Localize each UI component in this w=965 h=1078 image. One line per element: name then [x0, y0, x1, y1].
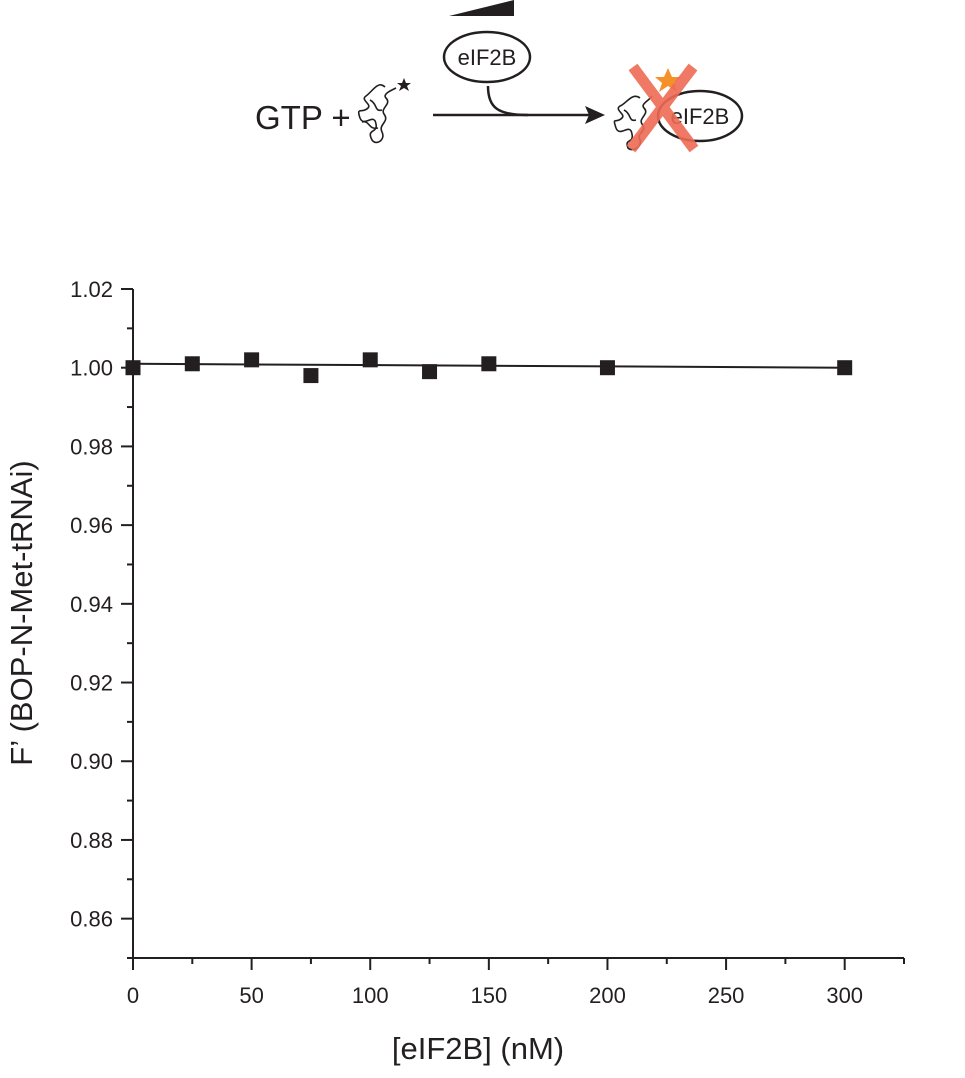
axes [132, 289, 904, 959]
y-tick-label: 0.92 [70, 671, 113, 696]
x-tick-label: 100 [352, 983, 389, 1008]
data-point [184, 356, 200, 372]
y-tick-label: 0.88 [70, 828, 113, 853]
y-axis-title: F’ (BOP-N-Met-tRNAi) [4, 460, 39, 765]
y-tick-label: 1.00 [70, 356, 113, 381]
protein-squiggle-icon [357, 84, 397, 144]
reaction-scheme: eIF2B GTP + eIF2B [255, 0, 744, 153]
product-protein-squiggle-icon [613, 95, 653, 151]
data-point [599, 360, 615, 376]
y-tick-label: 0.96 [70, 513, 113, 538]
enzyme-label: eIF2B [458, 45, 517, 70]
gtp-label: GTP + [255, 99, 351, 136]
data-point [125, 360, 141, 376]
y-tick-label: 0.86 [70, 907, 113, 932]
data-point [422, 364, 438, 380]
x-tick-label: 200 [589, 983, 626, 1008]
reaction-arrow-head [585, 106, 605, 124]
enzyme-curve [486, 85, 529, 117]
x-ticks: 0 50 100 150 200 250 300 [127, 958, 905, 1008]
y-tick-label: 0.94 [70, 592, 113, 617]
x-tick-label: 0 [127, 983, 139, 1008]
chart: 0.86 0.88 0.90 0.92 0.94 0.96 0.98 1.00 1.02 0 50… [4, 277, 905, 1066]
data-point [362, 352, 378, 368]
x-axis-title: [eIF2B] (nM) [392, 1031, 564, 1066]
enzyme-oval [442, 30, 532, 84]
data-point [244, 352, 260, 368]
concentration-wedge [449, 0, 514, 16]
x-tick-label: 150 [470, 983, 507, 1008]
x-tick-label: 50 [239, 983, 263, 1008]
x-tick-label: 250 [708, 983, 745, 1008]
substrate-star-icon [397, 78, 411, 91]
data-point [481, 356, 497, 372]
data-point [837, 360, 853, 376]
no-reaction-cross-icon [626, 63, 699, 153]
x-tick-label: 300 [826, 983, 863, 1008]
data-points [125, 352, 853, 384]
y-tick-label: 1.02 [70, 277, 113, 302]
y-tick-label: 0.98 [70, 434, 113, 459]
y-tick-label: 0.90 [70, 749, 113, 774]
y-ticks: 0.86 0.88 0.90 0.92 0.94 0.96 0.98 1.00 1.02 [70, 277, 133, 959]
data-point [303, 368, 319, 384]
